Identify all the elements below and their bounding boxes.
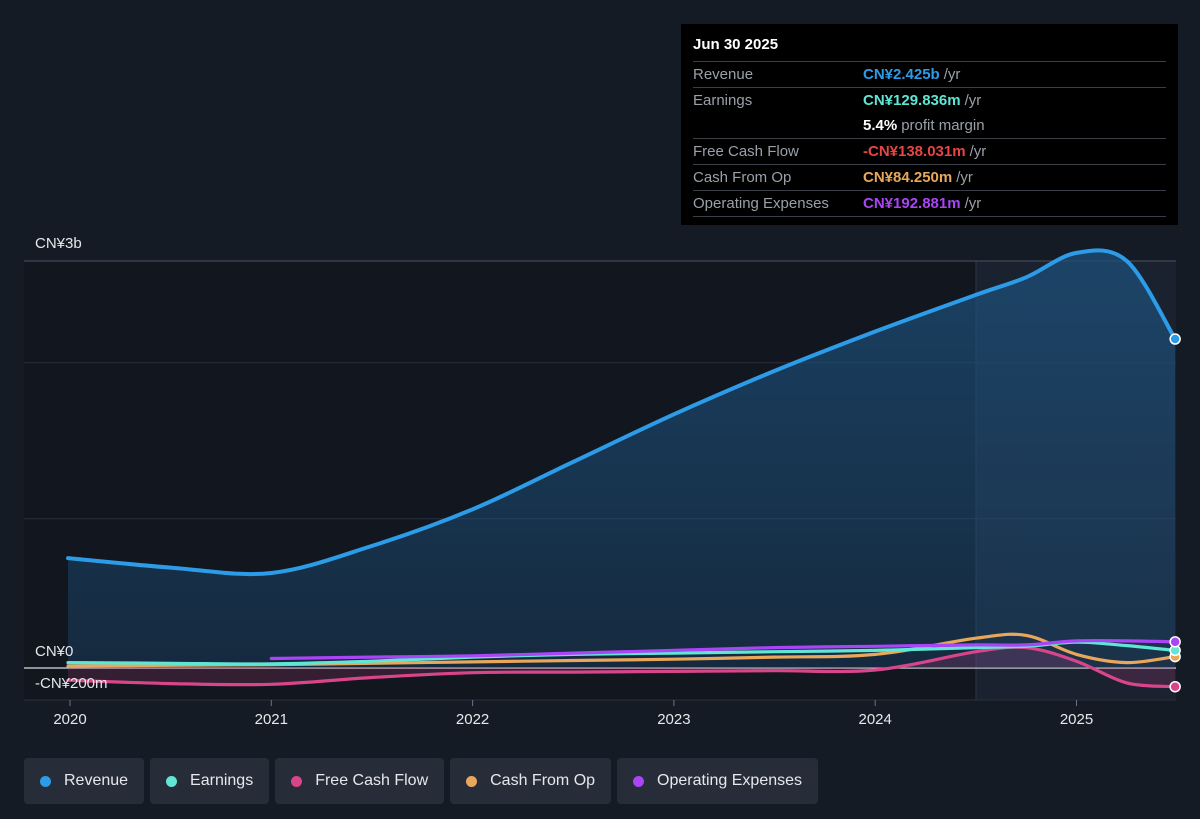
y-axis-labels: CN¥3b CN¥0 -CN¥200m: [35, 235, 108, 692]
legend-label: Free Cash Flow: [315, 772, 429, 789]
series-lines: [66, 248, 1178, 689]
legend-dot-icon: [633, 775, 645, 787]
revenue-area: [68, 250, 1176, 668]
y-label-bottom: -CN¥200m: [35, 675, 108, 692]
legend-item-opex[interactable]: Operating Expenses: [617, 758, 819, 804]
x-tick-label: 2020: [53, 711, 86, 728]
legend-label: Earnings: [190, 772, 254, 789]
revenue-endpoint[interactable]: [1169, 333, 1181, 345]
tooltip-value: CN¥84.250m: [863, 169, 953, 186]
tooltip: Jun 30 2025 Revenue CN¥2.425b /yr Earnin…: [681, 24, 1178, 225]
x-tick-label: 2024: [859, 711, 892, 728]
free-cash-flow-line: [66, 645, 1177, 689]
tooltip-row-revenue: Revenue CN¥2.425b /yr: [693, 61, 1166, 87]
tooltip-label: Operating Expenses: [693, 195, 829, 212]
tooltip-value: -CN¥138.031m: [863, 143, 966, 160]
tooltip-unit: profit margin: [901, 117, 985, 134]
tooltip-label: Free Cash Flow: [693, 143, 799, 160]
legend-item-revenue[interactable]: Revenue: [24, 758, 145, 804]
legend-item-fcf[interactable]: Free Cash Flow: [275, 758, 445, 804]
legend-label: Revenue: [64, 772, 129, 789]
tooltip-row-cfo: Cash From Op CN¥84.250m /yr: [693, 164, 1166, 190]
legend-label: Cash From Op: [490, 772, 596, 789]
legend-item-cfo[interactable]: Cash From Op: [450, 758, 612, 804]
tooltip-value: 5.4%: [863, 117, 898, 134]
legend-dot-icon: [40, 775, 51, 787]
tooltip-unit: /yr: [969, 143, 987, 160]
y-label-top: CN¥3b: [35, 235, 82, 252]
legend-item-earnings[interactable]: Earnings: [150, 758, 270, 804]
tooltip-row-opex: Operating Expenses CN¥192.881m /yr: [693, 190, 1166, 217]
legend-dot-icon: [166, 775, 178, 787]
legend-dot-icon: [466, 775, 478, 787]
tooltip-row-fcf: Free Cash Flow -CN¥138.031m /yr: [693, 138, 1166, 164]
x-axis-ticks: 2020 2021 2022 2023 2024 2025: [53, 700, 1093, 728]
free-cash-flow-endpoint[interactable]: [1169, 680, 1181, 693]
legend: Revenue Earnings Free Cash Flow Cash Fro…: [24, 758, 819, 804]
tooltip-unit: /yr: [943, 66, 961, 83]
tooltip-unit: /yr: [956, 169, 973, 186]
x-tick-label: 2023: [657, 711, 690, 728]
tooltip-unit: /yr: [964, 195, 982, 212]
tooltip-row-margin: 5.4% profit margin: [693, 113, 1166, 138]
tooltip-row-earnings: Earnings CN¥129.836m /yr: [693, 87, 1166, 113]
tooltip-value: CN¥192.881m: [863, 195, 961, 212]
tooltip-date: Jun 30 2025: [693, 36, 779, 53]
x-tick-label: 2021: [255, 711, 288, 728]
x-tick-label: 2022: [456, 711, 489, 728]
free-cash-flow-area: [68, 647, 1176, 687]
legend-label: Operating Expenses: [657, 772, 803, 789]
tooltip-value: CN¥129.836m: [863, 92, 961, 109]
x-tick-label: 2025: [1060, 711, 1093, 728]
revenue-line: [66, 248, 1178, 577]
operating-expenses-endpoint[interactable]: [1169, 636, 1181, 648]
tooltip-label: Revenue: [693, 66, 754, 83]
legend-dot-icon: [291, 775, 303, 787]
series-endpoints: [1169, 333, 1181, 693]
operating-expenses-line: [269, 638, 1177, 661]
tooltip-label: Earnings: [693, 92, 753, 109]
y-label-zero: CN¥0: [35, 643, 73, 660]
tooltip-label: Cash From Op: [693, 169, 792, 186]
tooltip-unit: /yr: [964, 92, 982, 109]
tooltip-value: CN¥2.425b: [863, 66, 940, 83]
series-areas: [68, 250, 1176, 687]
